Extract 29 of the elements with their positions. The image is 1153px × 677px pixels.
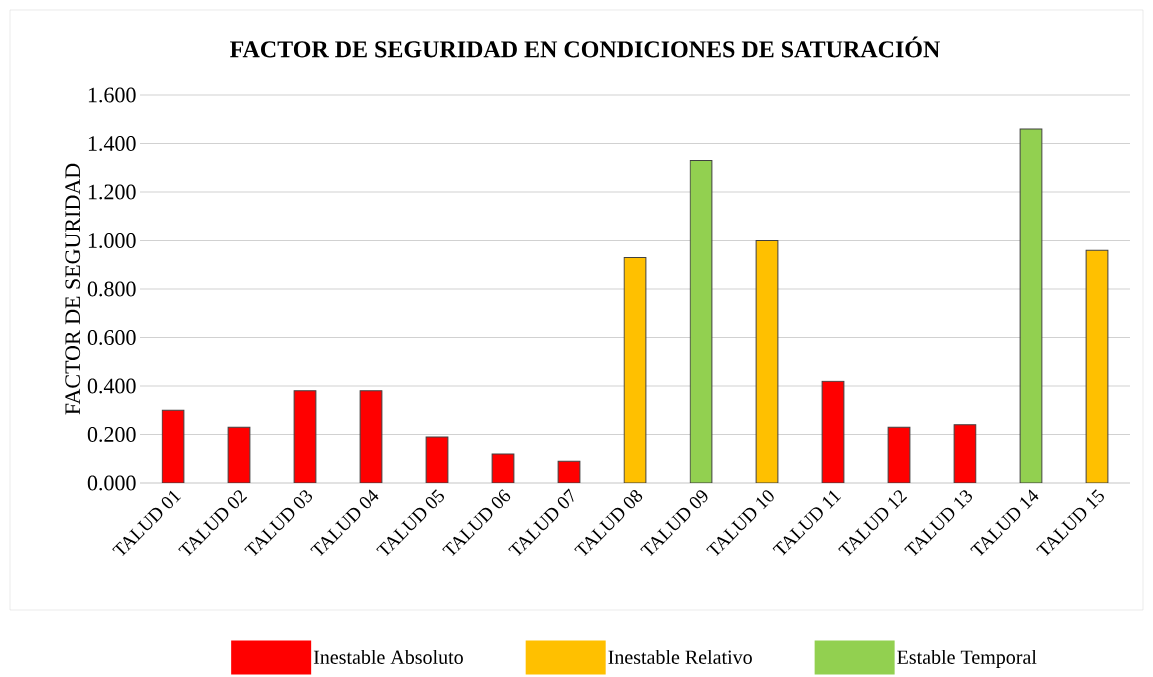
y-tick-label: 1.000: [88, 233, 136, 249]
y-tick-label: 0.400: [87, 378, 136, 394]
bar: [887, 426, 911, 484]
bar: [1085, 249, 1109, 484]
bar: [821, 380, 845, 484]
bar: [161, 409, 185, 484]
legend-label: Estable Temporal: [897, 650, 1037, 669]
bar: [689, 160, 713, 484]
bar: [623, 257, 647, 484]
legend-label: Inestable Absoluto: [313, 650, 463, 665]
bar: [227, 426, 251, 484]
legend-label: Inestable Relativo: [608, 650, 752, 665]
bar: [359, 390, 383, 484]
chart-title: FACTOR DE SEGURIDAD EN CONDICIONES DE SATURACIÓN: [230, 36, 940, 58]
y-axis-title: FACTOR DE SEGURIDAD: [65, 164, 81, 415]
bar: [953, 424, 977, 484]
y-tick-label: 1.200: [88, 184, 136, 200]
bar: [1019, 128, 1043, 484]
bar: [425, 436, 449, 484]
bar: [755, 240, 779, 484]
y-tick-label: 1.400: [88, 136, 136, 152]
y-tick-label: 0.600: [87, 330, 136, 346]
bar: [557, 460, 581, 484]
y-tick-label: 0.200: [87, 427, 136, 443]
y-tick-label: 0.000: [87, 475, 136, 491]
bar: [293, 390, 317, 484]
bar: [491, 453, 515, 484]
y-tick-label: 0.800: [87, 281, 136, 297]
y-tick-label: 1.600: [88, 87, 136, 103]
